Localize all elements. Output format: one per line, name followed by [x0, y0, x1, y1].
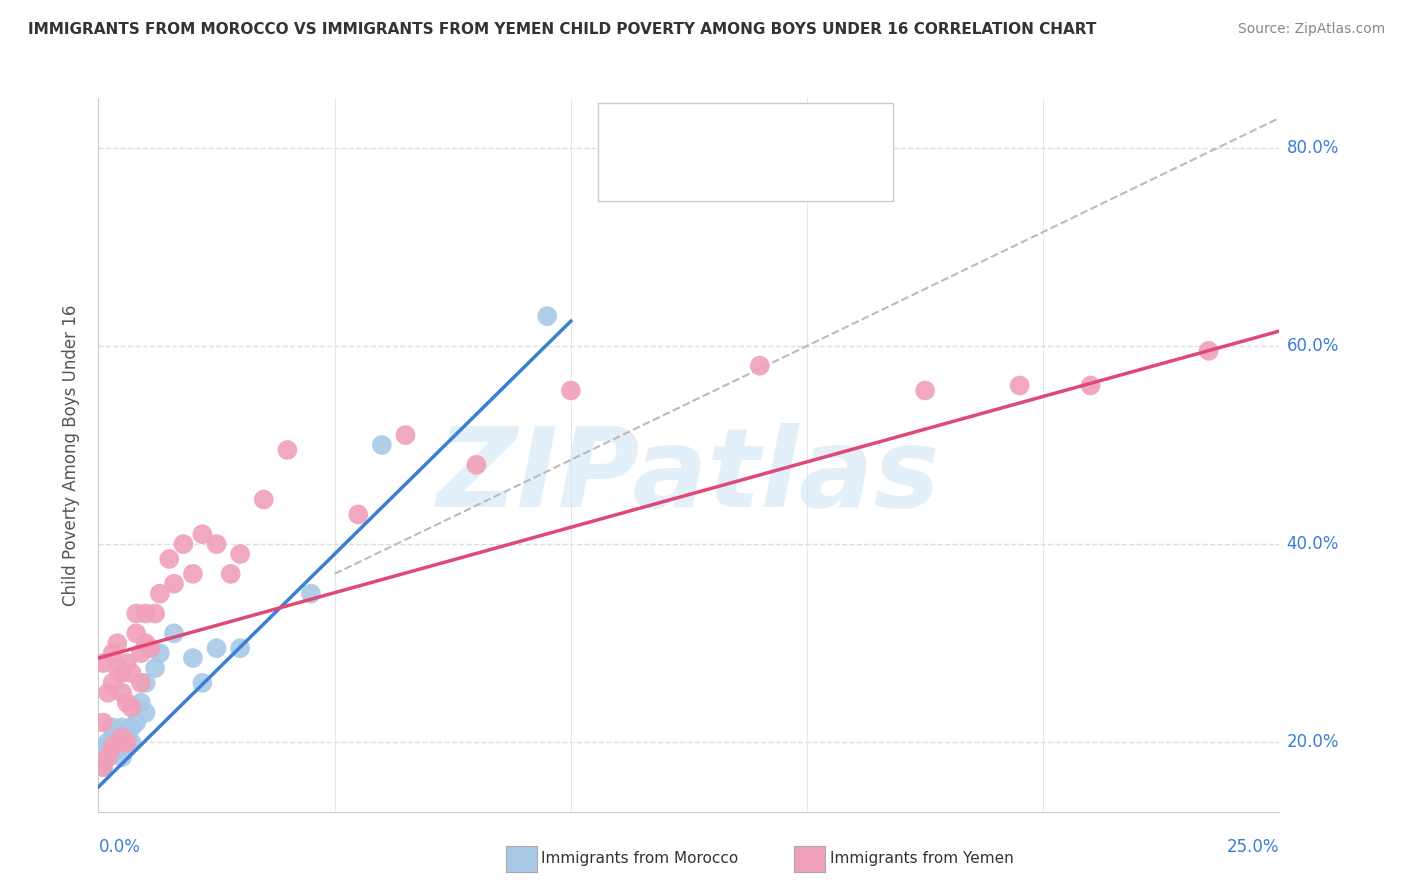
- Text: R = 0.637   N = 30: R = 0.637 N = 30: [655, 123, 825, 141]
- Point: [91, 740, 114, 755]
- Point: [253, 492, 276, 507]
- Point: [299, 587, 322, 601]
- Point: [125, 607, 148, 621]
- Point: [111, 665, 134, 680]
- Point: [101, 745, 124, 759]
- Point: [121, 665, 143, 680]
- Point: [181, 566, 204, 581]
- Point: [91, 760, 114, 774]
- Text: R = 0.521   N = 47: R = 0.521 N = 47: [655, 162, 825, 180]
- Point: [111, 735, 134, 749]
- Point: [115, 735, 138, 749]
- Point: [97, 750, 120, 764]
- Point: [105, 636, 128, 650]
- Point: [125, 626, 148, 640]
- Text: 20.0%: 20.0%: [1286, 733, 1339, 751]
- Point: [101, 731, 124, 745]
- Point: [536, 309, 558, 323]
- Point: [111, 750, 134, 764]
- Text: 0.0%: 0.0%: [98, 838, 141, 856]
- Point: [101, 676, 124, 690]
- Text: Source: ZipAtlas.com: Source: ZipAtlas.com: [1237, 22, 1385, 37]
- Text: 25.0%: 25.0%: [1227, 838, 1279, 856]
- Point: [143, 661, 166, 675]
- Text: 60.0%: 60.0%: [1286, 337, 1339, 355]
- Point: [111, 721, 134, 735]
- Point: [229, 641, 252, 656]
- Point: [91, 656, 114, 670]
- Point: [465, 458, 488, 472]
- Point: [163, 626, 186, 640]
- Point: [172, 537, 194, 551]
- Point: [163, 576, 186, 591]
- Point: [129, 646, 152, 660]
- Point: [115, 656, 138, 670]
- Point: [101, 646, 124, 660]
- Point: [115, 696, 138, 710]
- Text: IMMIGRANTS FROM MOROCCO VS IMMIGRANTS FROM YEMEN CHILD POVERTY AMONG BOYS UNDER : IMMIGRANTS FROM MOROCCO VS IMMIGRANTS FR…: [28, 22, 1097, 37]
- Point: [129, 696, 152, 710]
- Point: [149, 646, 172, 660]
- Point: [97, 735, 120, 749]
- Point: [157, 552, 180, 566]
- Point: [229, 547, 252, 561]
- Point: [129, 676, 152, 690]
- Point: [135, 706, 157, 720]
- Point: [105, 735, 128, 749]
- Point: [914, 384, 936, 398]
- Point: [191, 676, 214, 690]
- Point: [1080, 378, 1102, 392]
- Text: ZIPatlas: ZIPatlas: [437, 423, 941, 530]
- Point: [91, 760, 114, 774]
- Point: [111, 731, 134, 745]
- Point: [143, 607, 166, 621]
- Point: [135, 636, 157, 650]
- Point: [276, 442, 298, 457]
- Point: [219, 566, 242, 581]
- Point: [205, 641, 228, 656]
- Point: [125, 715, 148, 730]
- Point: [121, 700, 143, 714]
- Point: [181, 651, 204, 665]
- Point: [115, 740, 138, 755]
- Point: [97, 750, 120, 764]
- Point: [105, 740, 128, 755]
- Point: [371, 438, 394, 452]
- Point: [560, 384, 582, 398]
- Point: [205, 537, 228, 551]
- Text: Immigrants from Yemen: Immigrants from Yemen: [830, 851, 1014, 865]
- Point: [347, 508, 370, 522]
- Point: [139, 641, 162, 656]
- Text: 40.0%: 40.0%: [1286, 535, 1339, 553]
- Point: [149, 587, 172, 601]
- Point: [105, 725, 128, 739]
- Point: [115, 725, 138, 739]
- Point: [97, 686, 120, 700]
- Text: 80.0%: 80.0%: [1286, 138, 1339, 157]
- Point: [135, 676, 157, 690]
- Point: [394, 428, 416, 442]
- Point: [121, 735, 143, 749]
- Y-axis label: Child Poverty Among Boys Under 16: Child Poverty Among Boys Under 16: [62, 304, 80, 606]
- Point: [1008, 378, 1031, 392]
- Point: [1198, 343, 1220, 358]
- Point: [191, 527, 214, 541]
- Text: Immigrants from Morocco: Immigrants from Morocco: [541, 851, 738, 865]
- Point: [91, 715, 114, 730]
- Point: [748, 359, 770, 373]
- Point: [101, 721, 124, 735]
- Point: [105, 661, 128, 675]
- Point: [135, 607, 157, 621]
- Point: [111, 686, 134, 700]
- Point: [121, 721, 143, 735]
- Point: [101, 740, 124, 755]
